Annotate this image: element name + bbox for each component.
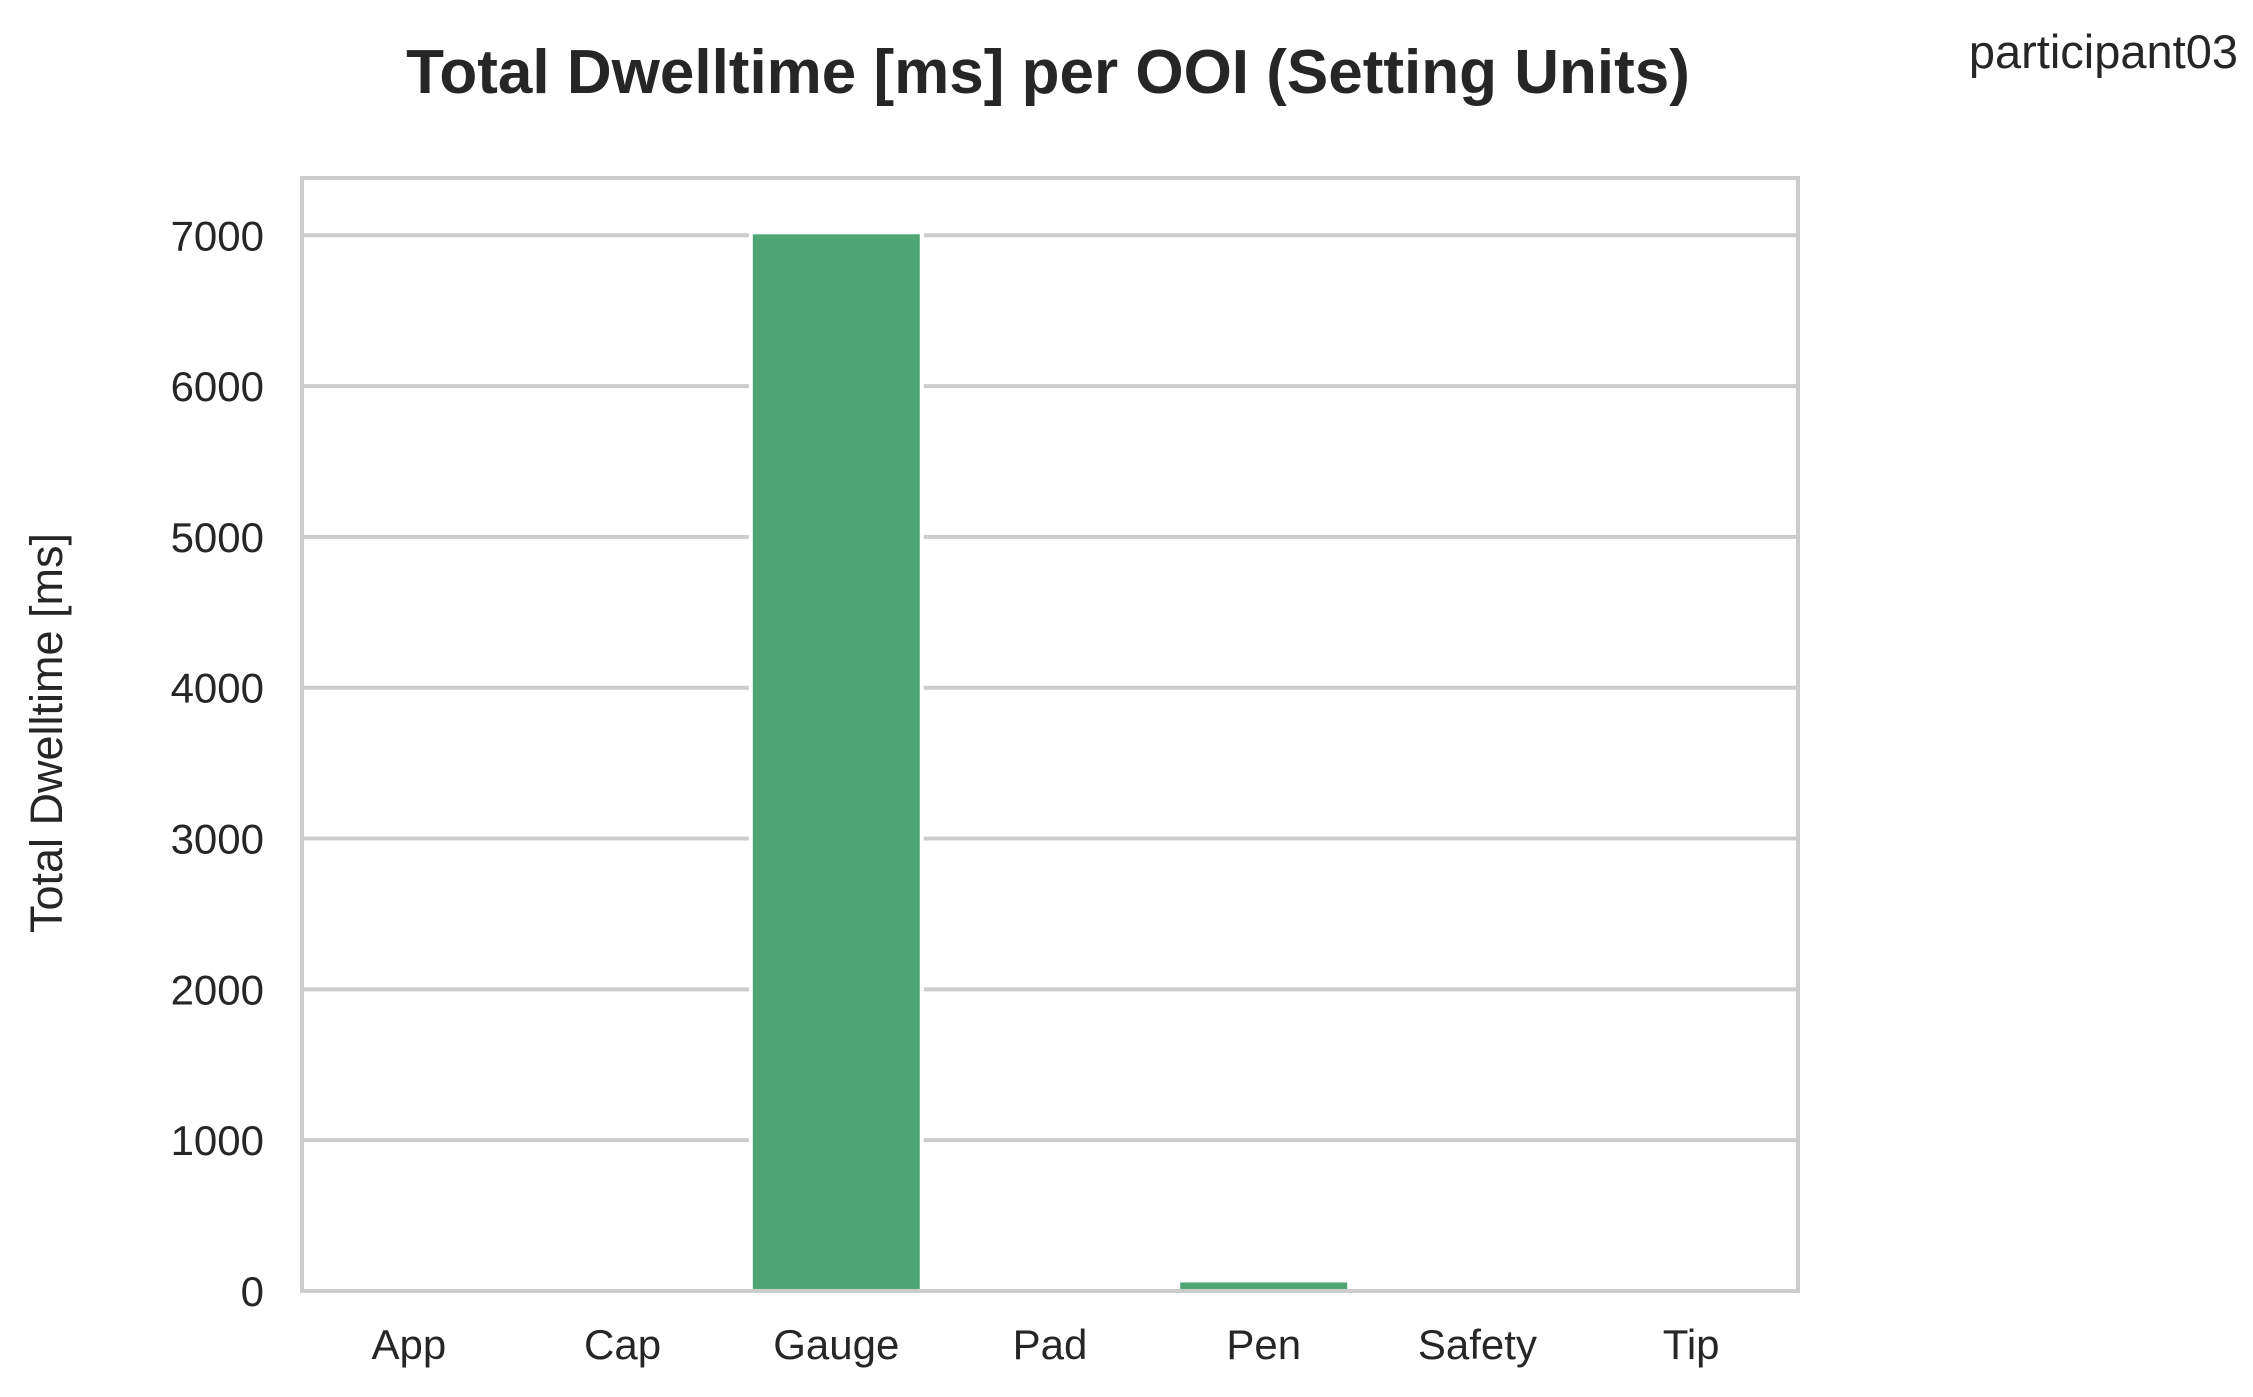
x-tick-label-gauge: Gauge [773, 1321, 899, 1368]
y-tick-label: 3000 [171, 816, 264, 863]
y-tick-labels: 0 1000 2000 3000 4000 5000 6000 7000 [171, 212, 264, 1315]
chart-title: Total Dwelltime [ms] per OOI (Setting Un… [406, 38, 1690, 107]
y-tick-label: 5000 [171, 514, 264, 561]
y-tick-label: 0 [241, 1268, 264, 1315]
participant-label: participant03 [1969, 25, 2238, 78]
bar-gauge [748, 230, 924, 1293]
gridlines [302, 233, 1798, 1293]
y-tick-label: 2000 [171, 966, 264, 1013]
bars [748, 230, 1352, 1294]
x-tick-label-safety: Safety [1418, 1321, 1537, 1368]
x-tick-label-tip: Tip [1663, 1321, 1720, 1368]
x-tick-labels: App Cap Gauge Pad Pen Safety Tip [371, 1321, 1719, 1368]
x-tick-label-app: App [371, 1321, 446, 1368]
y-tick-label: 1000 [171, 1117, 264, 1164]
y-tick-label: 6000 [171, 363, 264, 410]
y-axis-label: Total Dwelltime [ms] [21, 533, 72, 933]
x-tick-label-pen: Pen [1226, 1321, 1301, 1368]
y-tick-label: 4000 [171, 665, 264, 712]
plot-frame [300, 176, 1800, 1293]
x-tick-label-cap: Cap [584, 1321, 661, 1368]
y-tick-label: 7000 [171, 212, 264, 259]
x-tick-label-pad: Pad [1013, 1321, 1088, 1368]
